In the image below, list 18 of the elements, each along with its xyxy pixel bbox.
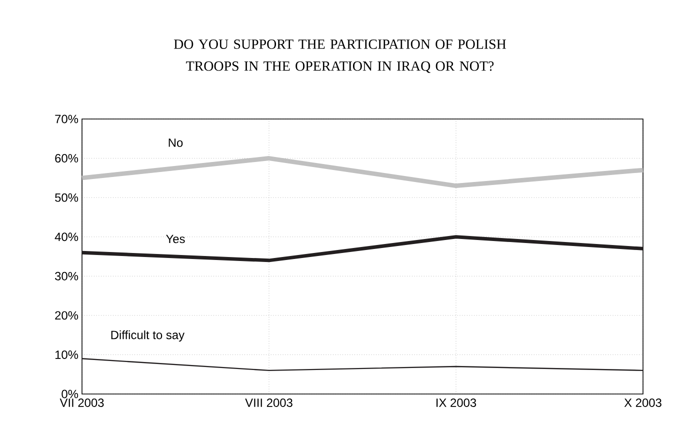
line-series [80, 235, 645, 262]
series-label: Difficult to say [111, 330, 185, 342]
chart-title: DO YOU SUPPORT THE PARTICIPATION OF POLISH TROOPS IN THE OPERATION IN IRAQ OR NOT? [174, 40, 506, 73]
x-tick-label: X 2003 [624, 398, 662, 407]
y-tick-label: 70% [55, 114, 78, 124]
y-tick-label: 10% [55, 350, 78, 359]
series-label: Yes [166, 234, 185, 244]
line-series [80, 156, 646, 188]
x-tick-label: VII 2003 [60, 398, 104, 407]
x-tick-label: VIII 2003 [245, 398, 292, 407]
series-label: No [168, 138, 183, 147]
y-tick-label: 40% [54, 232, 78, 242]
y-tick-label: 0% [62, 390, 78, 398]
y-tick-label: 50% [55, 193, 78, 202]
y-tick-label: 20% [55, 311, 78, 320]
y-tick-label: 60% [55, 154, 78, 163]
y-tick-label: 30% [55, 272, 78, 280]
x-tick-label: IX 2003 [436, 398, 476, 407]
